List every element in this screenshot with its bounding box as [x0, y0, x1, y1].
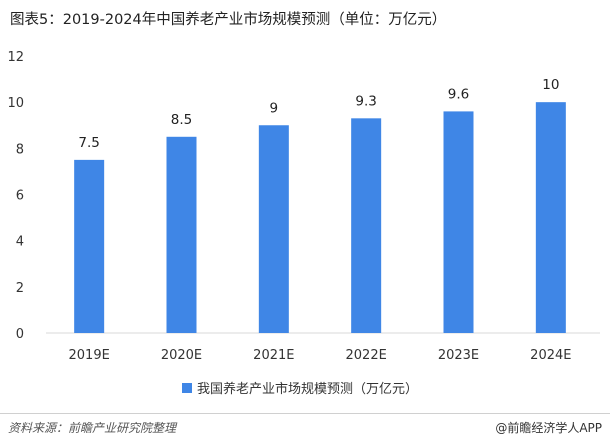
- data-label: 10: [542, 77, 559, 93]
- y-tick-label: 2: [16, 281, 24, 296]
- bar: [443, 111, 474, 334]
- chart-title: 图表5：2019-2024年中国养老产业市场规模预测（单位：万亿元）: [10, 12, 447, 28]
- bar: [74, 159, 105, 333]
- bar: [351, 118, 382, 333]
- bar: [258, 125, 289, 333]
- x-tick-label: 2024E: [530, 348, 571, 363]
- x-tick-label: 2020E: [161, 348, 202, 363]
- y-tick-label: 12: [7, 50, 24, 65]
- y-tick-label: 10: [7, 96, 24, 111]
- y-tick-label: 6: [16, 189, 24, 204]
- x-tick-label: 2019E: [69, 348, 110, 363]
- y-tick-label: 4: [16, 235, 24, 250]
- bar: [166, 136, 197, 333]
- y-tick-label: 0: [16, 327, 24, 342]
- data-label: 7.5: [78, 135, 99, 151]
- data-label: 9.6: [448, 86, 469, 102]
- bar: [535, 102, 566, 334]
- data-label: 8.5: [171, 112, 192, 128]
- data-label: 9.3: [355, 93, 376, 109]
- legend-swatch: [182, 383, 192, 393]
- x-tick-label: 2021E: [253, 348, 294, 363]
- data-label: 9: [270, 100, 279, 116]
- x-tick-label: 2023E: [438, 348, 479, 363]
- brand-credit: @前瞻经济学人APP: [495, 421, 602, 435]
- y-tick-label: 8: [16, 142, 24, 157]
- source-note: 资料来源：前瞻产业研究院整理: [8, 421, 177, 435]
- legend-label: 我国养老产业市场规模预测（万亿元）: [197, 381, 418, 397]
- footer-divider: [0, 413, 610, 414]
- x-tick-label: 2022E: [346, 348, 387, 363]
